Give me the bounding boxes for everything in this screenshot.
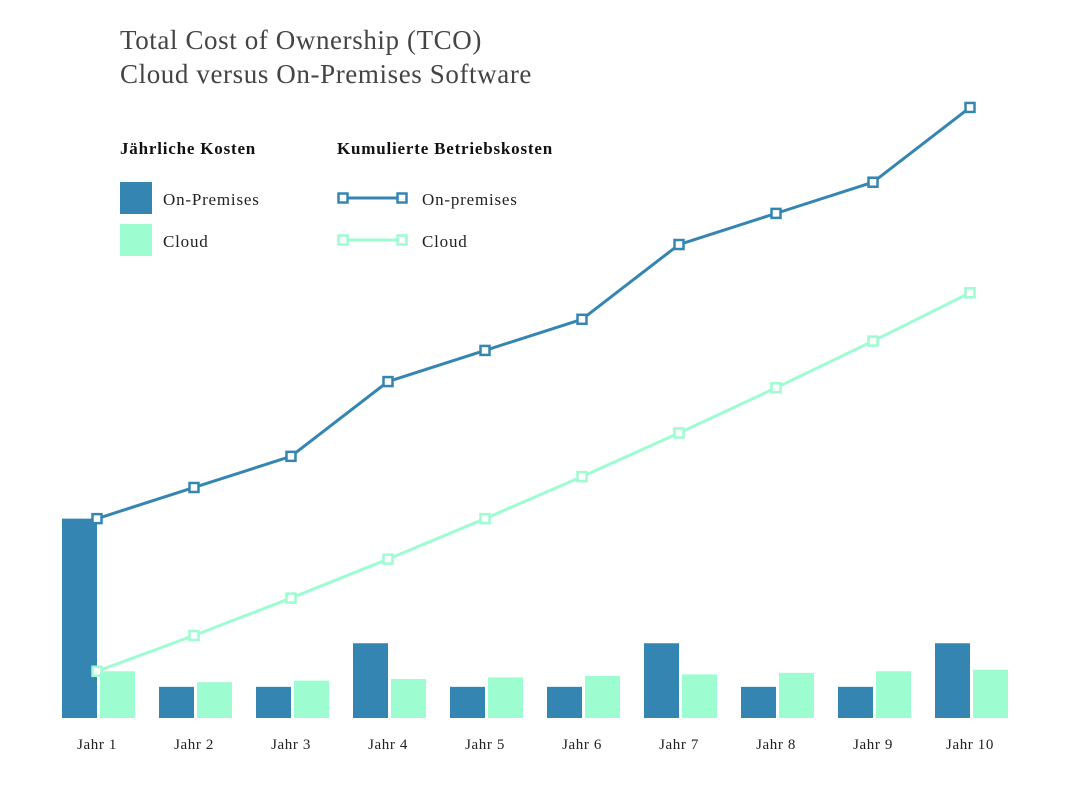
- legend: Jährliche Kosten On-Premises Cloud Kumul…: [120, 139, 553, 256]
- x-tick-label: Jahr 4: [368, 737, 408, 753]
- bar-on-premises-9: [838, 686, 873, 718]
- x-tick-label: Jahr 5: [465, 737, 505, 753]
- bar-on-premises-2: [159, 686, 194, 718]
- x-tick-label: Jahr 8: [756, 737, 796, 753]
- legend-swatch-on-premises-bar: [120, 182, 152, 214]
- bar-cloud-1: [100, 671, 135, 718]
- bar-cloud-2: [197, 682, 232, 718]
- point-on-premises-4: [382, 375, 394, 388]
- bar-cloud-9: [876, 671, 911, 718]
- bar-on-premises-3: [256, 686, 291, 718]
- point-cloud-8: [770, 382, 782, 394]
- point-on-premises-7: [673, 238, 685, 251]
- x-tick-label: Jahr 7: [659, 737, 699, 753]
- bar-cloud-10: [973, 669, 1008, 718]
- point-cloud-5: [479, 512, 491, 525]
- point-on-premises-10: [964, 101, 976, 114]
- bar-cloud-7: [682, 674, 717, 718]
- point-cloud-3: [285, 592, 297, 604]
- legend-heading-cumulative: Kumulierte Betriebskosten: [337, 139, 553, 158]
- x-tick-label: Jahr 9: [853, 737, 893, 753]
- point-cloud-7: [673, 427, 685, 439]
- bar-on-premises-5: [450, 686, 485, 718]
- chart-title-line: Total Cost of Ownership (TCO): [120, 25, 482, 55]
- bar-cloud-6: [585, 675, 620, 718]
- bar-on-premises-7: [644, 643, 679, 718]
- x-tick-label: Jahr 3: [271, 737, 311, 753]
- chart-subtitle-line: Cloud versus On-Premises Software: [120, 59, 532, 89]
- point-cloud-2: [188, 629, 200, 642]
- legend-heading-annual: Jährliche Kosten: [120, 139, 256, 158]
- point-on-premises-3: [285, 450, 297, 463]
- bar-on-premises-1: [62, 518, 97, 718]
- x-tick-label: Jahr 2: [174, 737, 214, 753]
- point-on-premises-8: [770, 207, 782, 220]
- legend-swatch-on-premises-line: [337, 192, 408, 204]
- legend-swatch-cloud-bar: [120, 224, 152, 256]
- bar-on-premises-8: [741, 686, 776, 718]
- chart-title: Total Cost of Ownership (TCO) Cloud vers…: [120, 25, 532, 89]
- x-tick-label: Jahr 10: [946, 737, 994, 753]
- bar-cloud-3: [294, 680, 329, 718]
- legend-swatch-cloud-line: [337, 234, 408, 246]
- bar-cloud-5: [488, 677, 523, 718]
- point-cloud-9: [867, 335, 879, 347]
- line-cumulative-on-premises: [96, 106, 971, 521]
- x-tick-label: Jahr 1: [77, 737, 117, 753]
- legend-label-cloud-line: Cloud: [422, 232, 468, 251]
- point-cloud-1: [91, 665, 103, 678]
- legend-label-cloud-bar: Cloud: [163, 232, 209, 251]
- point-on-premises-2: [188, 481, 200, 494]
- point-on-premises-9: [867, 176, 879, 188]
- point-on-premises-6: [576, 313, 588, 326]
- bar-on-premises-4: [353, 643, 388, 718]
- cumulative-cost-lines: [91, 101, 976, 678]
- x-axis-tick-labels: Jahr 1 Jahr 2 Jahr 3 Jahr 4 Jahr 5 Jahr 6 Jahr…: [77, 737, 994, 753]
- bar-on-premises-10: [935, 643, 970, 718]
- point-cloud-6: [576, 470, 588, 483]
- point-cloud-10: [964, 287, 976, 299]
- point-cloud-4: [382, 553, 394, 565]
- point-on-premises-1: [91, 512, 103, 525]
- annual-cost-bars: [62, 518, 1008, 718]
- point-on-premises-5: [479, 344, 491, 357]
- bar-on-premises-6: [547, 686, 582, 718]
- bar-cloud-4: [391, 679, 426, 718]
- x-tick-label: Jahr 6: [562, 737, 602, 753]
- line-cumulative-cloud: [96, 291, 971, 673]
- bar-cloud-8: [779, 672, 814, 718]
- legend-label-on-premises-bar: On-Premises: [163, 190, 260, 209]
- legend-label-on-premises-line: On-premises: [422, 190, 518, 209]
